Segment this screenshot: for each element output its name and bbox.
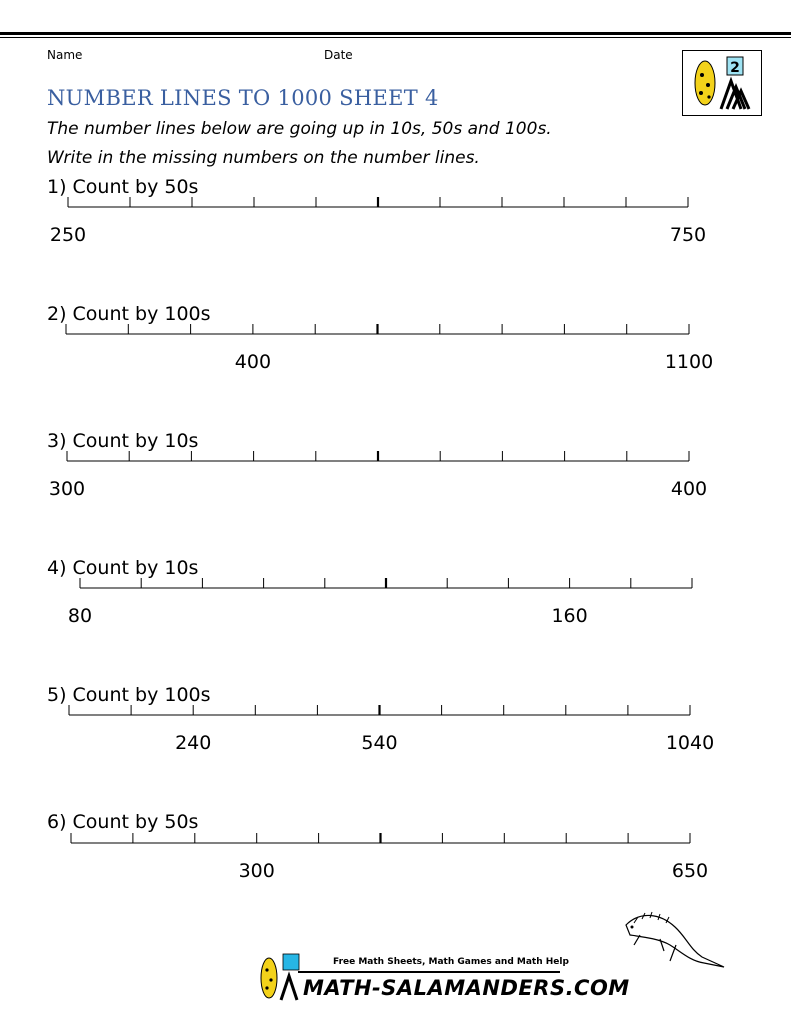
footer-rule: [298, 971, 560, 973]
number-label: 1100: [665, 351, 713, 373]
number-label: 540: [361, 732, 397, 754]
number-label: 1040: [666, 732, 714, 754]
footer-logo: [257, 952, 303, 1006]
number-label: 160: [551, 605, 587, 627]
instruction-line-2: Write in the missing numbers on the numb…: [47, 148, 480, 168]
question-label-6: 6) Count by 50s: [47, 811, 199, 833]
salamander-logo: 2: [682, 50, 762, 116]
question-label-3: 3) Count by 10s: [47, 430, 199, 452]
number-label: 240: [175, 732, 211, 754]
instruction-line-1: The number lines below are going up in 1…: [47, 119, 552, 139]
date-label: Date: [324, 48, 353, 62]
header-rule-thin: [0, 37, 791, 38]
question-label-2: 2) Count by 100s: [47, 303, 211, 325]
salamander-drawing: [620, 905, 730, 979]
logo-badge-text: 2: [730, 60, 740, 76]
page-title: NUMBER LINES TO 1000 SHEET 4: [47, 86, 439, 110]
number-label: 80: [68, 605, 92, 627]
number-label: 300: [239, 860, 275, 882]
name-label: Name: [47, 48, 83, 62]
number-label: 250: [50, 224, 86, 246]
question-label-4: 4) Count by 10s: [47, 557, 199, 579]
number-label: 750: [670, 224, 706, 246]
question-label-1: 1) Count by 50s: [47, 176, 199, 198]
footer-tagline: Free Math Sheets, Math Games and Math He…: [333, 957, 569, 967]
number-label: 400: [671, 478, 707, 500]
number-label: 300: [49, 478, 85, 500]
number-label: 650: [672, 860, 708, 882]
header-rule: [0, 32, 791, 35]
question-label-5: 5) Count by 100s: [47, 684, 211, 706]
number-label: 400: [235, 351, 271, 373]
footer-brand: MATH-SALAMANDERS.COM: [303, 976, 630, 1000]
